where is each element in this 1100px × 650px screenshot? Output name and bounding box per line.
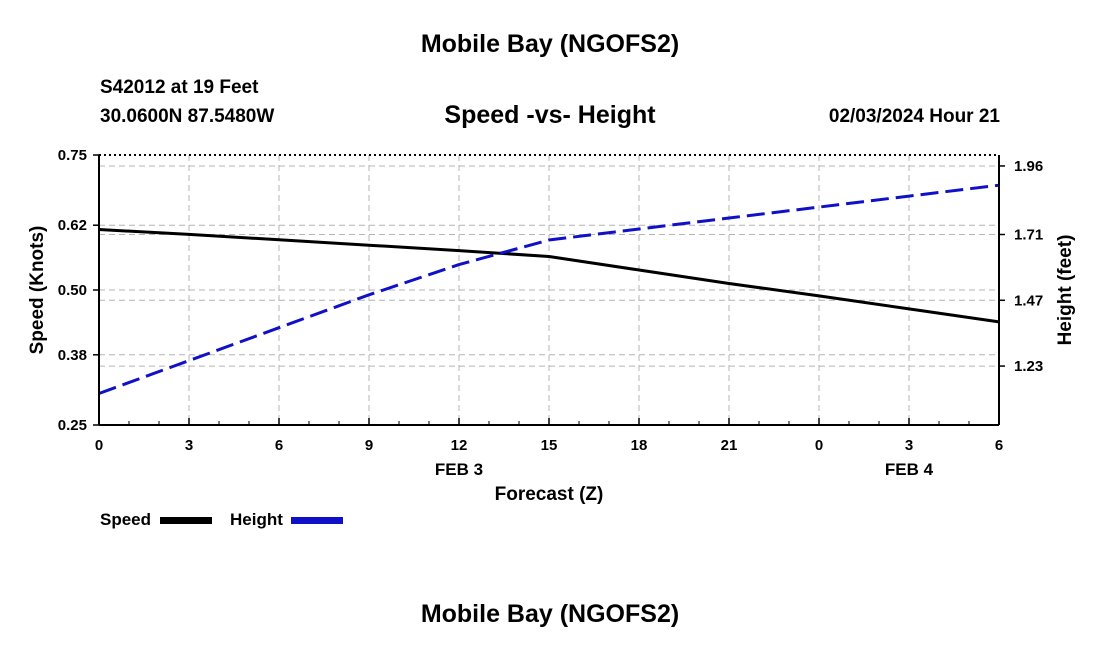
y2-axis-title: Height (feet) — [1055, 235, 1076, 346]
series-line-height — [98, 183, 1000, 395]
y-tick-label: 0.62 — [58, 217, 87, 234]
y2-tick-label: 1.71 — [1014, 226, 1043, 243]
bottom-title: Mobile Bay (NGOFS2) — [420, 600, 680, 628]
x-tick-label: 9 — [365, 437, 373, 454]
legend-label-speed: Speed — [100, 510, 152, 529]
station-line: S42012 at 19 Feet — [100, 77, 259, 98]
y-tick-label: 0.50 — [58, 282, 87, 299]
grid — [99, 155, 999, 425]
y-tick-label: 0.75 — [58, 147, 87, 164]
series-line-speed — [98, 228, 1000, 324]
series — [98, 183, 1000, 395]
y2-tick-label: 1.23 — [1014, 358, 1043, 375]
y-axis-title: Speed (Knots) — [27, 226, 48, 355]
x-axis-title: Forecast (Z) — [495, 484, 604, 505]
top-title: Mobile Bay (NGOFS2) — [420, 30, 680, 58]
x-tick-label: 18 — [631, 437, 648, 454]
y-tick-label: 0.25 — [58, 417, 87, 434]
x-tick-label: 6 — [995, 437, 1003, 454]
y2-tick-label: 1.96 — [1014, 158, 1043, 175]
x-tick-label: 21 — [721, 437, 738, 454]
x-tick-label: 6 — [275, 437, 283, 454]
x-tick-label: 15 — [541, 437, 558, 454]
legend-swatch-speed — [160, 517, 212, 524]
forecast-datetime: 02/03/2024 Hour 21 — [828, 106, 1000, 127]
x-date-label: FEB 4 — [885, 460, 934, 479]
x-tick-label: 0 — [95, 437, 103, 454]
x-date-label: FEB 3 — [435, 460, 483, 479]
x-tick-label: 12 — [451, 437, 468, 454]
chart-subtitle: Speed -vs- Height — [444, 101, 656, 129]
x-tick-label: 0 — [815, 437, 823, 454]
x-tick-label: 3 — [185, 437, 193, 454]
y-tick-label: 0.38 — [58, 347, 87, 364]
y2-tick-label: 1.47 — [1014, 292, 1043, 309]
legend-label-height: Height — [230, 510, 283, 529]
x-tick-label: 3 — [905, 437, 913, 454]
axes: 0 3 6 9 12 15 18 21 0 3 6 FEB 3 FEB 4 Forecast (Z) 0.2… — [27, 147, 1076, 505]
legend-swatch-height — [291, 517, 343, 524]
coords-line: 30.0600N 87.5480W — [100, 106, 275, 127]
speed-height-chart: 0 3 6 9 12 15 18 21 0 3 6 FEB 3 FEB 4 Forecast (Z) 0.2… — [27, 147, 1076, 505]
